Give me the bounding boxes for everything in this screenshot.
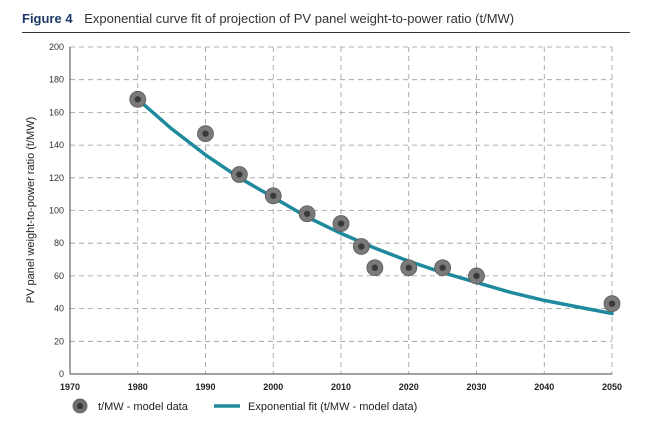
data-point <box>332 215 350 232</box>
x-tick-label: 2020 <box>399 382 419 392</box>
data-point <box>264 187 282 205</box>
x-tick-label: 2050 <box>602 382 622 392</box>
figure-title: Figure 4 Exponential curve fit of projec… <box>22 8 630 33</box>
legend-item-fit: Exponential fit (t/MW - model data) <box>214 401 417 413</box>
y-tick-label: 60 <box>54 271 64 281</box>
y-tick-label: 40 <box>54 304 64 314</box>
x-tick-label: 2030 <box>466 382 486 392</box>
data-point <box>129 90 147 108</box>
x-tick-label: 1980 <box>128 382 148 392</box>
legend-label-fit: Exponential fit (t/MW - model data) <box>248 401 417 413</box>
x-tick-labels: 1970 1980 1990 2000 2010 2020 2030 2040 2050 <box>60 382 622 392</box>
y-tick-label: 160 <box>49 107 64 117</box>
data-point-center <box>134 96 141 103</box>
data-point <box>197 125 214 143</box>
y-tick-labels: 0 20 40 60 80 100 120 140 160 180 200 <box>49 42 64 379</box>
legend-label-scatter: t/MW - model data <box>98 401 189 413</box>
x-tick-label: 1990 <box>195 382 215 392</box>
data-point-center <box>202 130 209 137</box>
y-tick-label: 180 <box>49 75 64 85</box>
data-point-center <box>337 220 345 227</box>
data-point <box>468 267 485 285</box>
y-tick-label: 0 <box>59 369 64 379</box>
y-tick-label: 120 <box>49 173 64 183</box>
data-point <box>352 238 370 255</box>
data-point-center <box>439 264 446 271</box>
data-point-center <box>473 272 480 280</box>
data-points <box>129 90 621 313</box>
y-tick-label: 20 <box>54 336 64 346</box>
y-tick-label: 140 <box>49 140 64 150</box>
x-tick-label: 2040 <box>534 382 554 392</box>
x-tick-label: 1970 <box>60 382 80 392</box>
data-point-center <box>270 192 277 199</box>
data-point <box>400 259 418 277</box>
y-axis-title: PV panel weight-to-power ratio (t/MW) <box>25 117 37 303</box>
y-tick-label: 100 <box>49 206 64 216</box>
legend-scatter-marker-center <box>77 403 83 409</box>
fit-line-group <box>136 97 614 316</box>
data-point <box>603 295 621 313</box>
x-tick-label: 2010 <box>331 382 351 392</box>
data-point <box>366 259 384 277</box>
figure-label: Figure 4 <box>22 11 73 26</box>
data-point-center <box>608 300 616 307</box>
y-tick-label: 200 <box>49 42 64 52</box>
data-point-center <box>303 210 311 217</box>
data-point <box>230 166 248 183</box>
data-point <box>434 259 452 277</box>
x-tick-label: 2000 <box>263 382 283 392</box>
data-point-center <box>371 264 379 271</box>
y-tick-label: 80 <box>54 238 64 248</box>
axes <box>69 47 612 375</box>
legend-item-scatter: t/MW - model data <box>72 398 189 414</box>
data-point-center <box>236 171 243 178</box>
grid <box>70 46 613 374</box>
exponential-fit-line <box>136 97 614 316</box>
data-point-center <box>358 243 365 250</box>
data-point-center <box>405 264 412 271</box>
figure-title-text: Exponential curve fit of projection of P… <box>84 11 515 26</box>
data-point <box>298 205 316 223</box>
legend: t/MW - model data Exponential fit (t/MW … <box>72 398 417 414</box>
